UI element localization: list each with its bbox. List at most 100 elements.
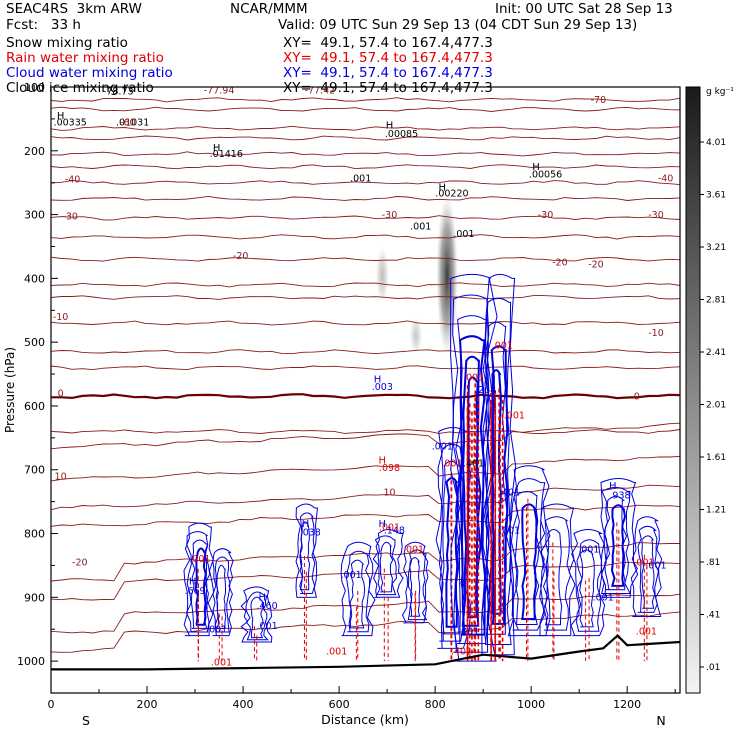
contour-annotation: -60 <box>120 117 136 128</box>
y-axis-label: Pressure (hPa) <box>3 347 17 433</box>
contour-annotation: -20 <box>588 260 604 271</box>
cloud-water-contour <box>600 477 639 598</box>
contour-annotations: -78.73 -77.94 -77.42H.00335.01031H.01416H.… <box>53 85 674 668</box>
contour-annotation: -77.94 <box>204 85 235 96</box>
cloud-ice-maximum <box>436 195 458 355</box>
cloud-water-contour <box>245 591 269 641</box>
contour-annotation: .003 <box>372 382 393 393</box>
temperature-contour <box>51 180 680 186</box>
temperature-contour <box>51 151 680 157</box>
x-right-end-label: N <box>656 713 665 728</box>
contour-annotation: .001 <box>350 173 371 184</box>
colorbar-ticks: 4.01 3.61 3.21 2.81 2.41 2.01 1.61 1.21 .81 .41 .0… <box>700 138 726 673</box>
colorbar-unit: g kg⁻¹ <box>706 87 734 97</box>
snow-field-xy: XY= 49.1, 57.4 to 167.4,477.3 <box>283 35 493 51</box>
contour-annotation: .001 <box>432 441 453 452</box>
x-tick-label: 1000 <box>517 698 545 711</box>
cloud-water-contour <box>544 529 563 626</box>
contour-annotation: .01416 <box>210 149 243 160</box>
contour-annotation: .001 <box>379 522 400 533</box>
y-tick-label: 500 <box>24 336 45 349</box>
cloud-water-rain-contours <box>183 273 663 662</box>
contour-annotation: .401 <box>499 487 520 498</box>
temperature-contour <box>51 593 680 634</box>
contour-annotation: -40 <box>658 173 674 184</box>
colorbar-tick-label: 4.01 <box>706 138 726 148</box>
cloud-water-contour <box>637 525 659 613</box>
contour-annotation: .001 <box>633 557 654 568</box>
model-label: SEAC4RS 3km ARW <box>6 1 142 17</box>
x-tick-label: 200 <box>137 698 158 711</box>
cloud-ice-maximum <box>375 246 389 304</box>
temperature-contour <box>51 611 680 653</box>
cloud-water-contour <box>570 529 606 637</box>
temperature-contour <box>51 561 680 601</box>
contour-annotation: 10 <box>383 487 395 498</box>
contour-annotation: .098 <box>379 463 400 474</box>
temperature-contour <box>51 256 680 262</box>
contour-annotation: .001 <box>499 526 520 537</box>
colorbar-tick-label: .41 <box>706 611 720 621</box>
contour-annotation: .938 <box>609 490 630 501</box>
contour-annotation: H <box>532 162 540 173</box>
contour-annotation: .460 <box>256 601 277 612</box>
y-tick-label: 700 <box>24 464 45 477</box>
contour-annotation: .00220 <box>435 189 468 200</box>
temperature-contour <box>51 429 680 434</box>
contour-annotation: .00335 <box>54 117 87 128</box>
contour-annotation: .001 <box>441 459 462 470</box>
cloud-water-contour <box>194 547 207 626</box>
contour-annotation: H <box>379 519 387 530</box>
cloud-water-contour <box>484 321 508 635</box>
cloud-water-contour <box>579 549 595 628</box>
temperature-contour <box>51 195 680 201</box>
contour-annotation: .001 <box>410 221 431 232</box>
x-tick-label: 400 <box>233 698 254 711</box>
cloud-water-contour <box>212 548 234 637</box>
fcst-label: Fcst: 33 h <box>6 17 81 33</box>
cloud-water-contour <box>461 355 482 627</box>
y-tick-label: 100 <box>24 81 45 94</box>
contour-annotation: H <box>374 374 382 385</box>
contour-annotation: H <box>57 111 65 122</box>
contour-annotation: .401 <box>463 459 484 470</box>
y-axis: 100 200 300 400 500 600 700 800 900 1000 <box>17 81 58 694</box>
contour-annotation: .001 <box>341 570 362 581</box>
x-tick-label: 0 <box>48 698 55 711</box>
cloud-water-contour <box>514 491 540 626</box>
contour-annotation: .001 <box>403 545 424 556</box>
cloud-water-contour <box>240 586 273 643</box>
colorbar-tick-label: 1.21 <box>706 506 726 516</box>
cloud-water-contour <box>481 273 517 656</box>
contour-annotation: -20 <box>233 251 249 262</box>
x-tick-label: 800 <box>425 698 446 711</box>
contour-annotation: .001 <box>326 647 347 658</box>
temperature-contour <box>51 320 680 326</box>
cloud-water-contour <box>630 516 663 618</box>
cloud-water-contour <box>299 512 316 595</box>
temperature-contours <box>51 97 680 653</box>
y-tick-label: 400 <box>24 272 45 285</box>
snow-field-name: Snow mixing ratio <box>6 35 128 51</box>
contour-annotation: -30 <box>382 210 398 221</box>
colorbar-tick-label: 2.41 <box>706 348 726 358</box>
temperature-contour <box>51 164 680 170</box>
contour-annotation: .001 <box>504 411 525 422</box>
rain-field-xy: XY= 49.1, 57.4 to 167.4,477.3 <box>283 50 493 66</box>
colorbar-tick-label: 2.01 <box>706 401 726 411</box>
temperature-contour <box>51 455 680 482</box>
cloud-water-contour <box>214 556 231 633</box>
y-tick-label: 1000 <box>17 655 45 668</box>
contour-annotation: .001 <box>593 593 614 604</box>
cloud-water-contour <box>190 539 209 629</box>
colorbar: g kg⁻¹ 4.01 3.61 3.21 2.81 2.41 2.01 1.61 1.21.… <box>685 86 734 694</box>
cloudwater-field-name: Cloud water mixing ratio <box>6 65 173 81</box>
contour-annotation: H <box>259 593 267 604</box>
temperature-contour <box>51 106 680 112</box>
contour-annotation: .001 <box>256 621 277 632</box>
colorbar-tick-label: .01 <box>706 663 720 673</box>
contour-annotation: -20 <box>552 258 568 269</box>
contour-annotation: .001 <box>206 624 227 635</box>
contour-annotation: .001 <box>636 626 657 637</box>
